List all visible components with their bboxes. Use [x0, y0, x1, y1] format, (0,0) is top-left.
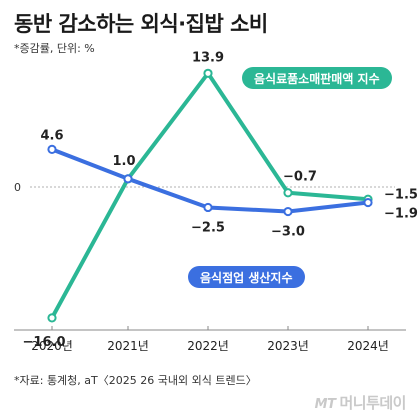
legend-restaurant-production-index: 음식점업 생산지수: [188, 266, 305, 288]
x-tick-label: 2024년: [347, 339, 389, 353]
publisher-logo: MT 머니투데이: [314, 392, 407, 413]
data-point: [203, 202, 213, 213]
chart-title: 동반 감소하는 외식·집밥 소비: [14, 12, 268, 36]
data-label: 13.9: [192, 50, 224, 65]
data-label: −16.0: [23, 335, 66, 350]
data-label: −2.5: [191, 220, 225, 235]
data-point: [47, 144, 57, 154]
data-label: −1.9: [384, 207, 418, 222]
series-line-1: [51, 147, 369, 214]
data-point: [123, 174, 133, 184]
x-tick-label: 2023년: [267, 339, 309, 353]
x-tick-label: 2021년: [107, 339, 149, 353]
data-label: −0.7: [283, 170, 317, 185]
data-point: [283, 188, 293, 198]
chart-subtitle: *증감률, 단위: %: [14, 42, 95, 55]
source-note: *자료: 통계청, aT〈2025 26 국내외 외식 트렌드〉: [14, 374, 257, 387]
data-point: [283, 206, 293, 217]
data-label: 1.0: [112, 154, 135, 169]
data-point: [363, 197, 373, 208]
legend-retail-food-index: 음식료품소매판매액 지수: [242, 67, 392, 89]
logo-mark: MT: [314, 397, 336, 412]
logo-text: 머니투데이: [339, 394, 406, 412]
zero-label: 0: [14, 181, 21, 194]
x-tick-label: 2020년: [31, 339, 73, 353]
data-label: 4.6: [40, 128, 63, 143]
data-label: −3.0: [271, 225, 305, 240]
data-point: [47, 313, 57, 323]
x-tick-label: 2022년: [187, 339, 229, 353]
data-label: −1.5: [384, 187, 418, 202]
data-point: [203, 68, 213, 78]
